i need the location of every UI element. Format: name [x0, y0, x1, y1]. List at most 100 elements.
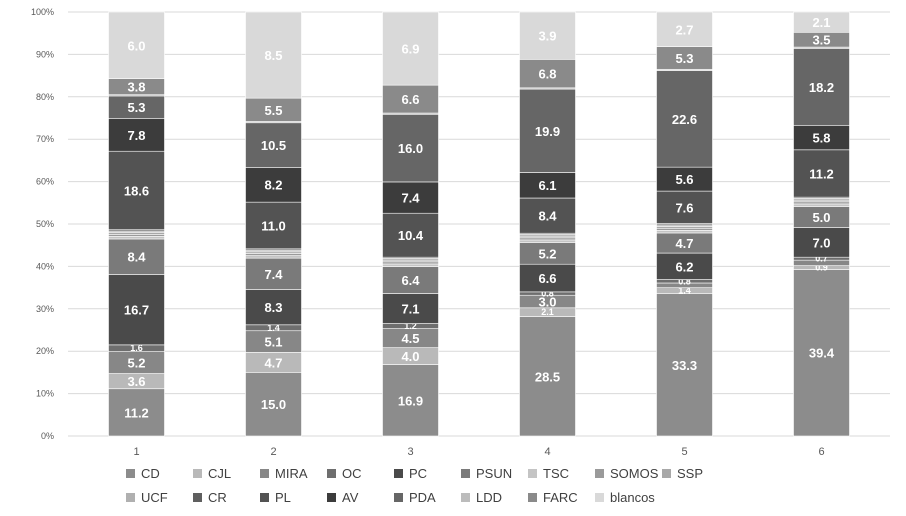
legend-label: AV — [342, 490, 359, 505]
bar-segment — [108, 274, 165, 346]
x-tick-label: 3 — [407, 446, 413, 458]
data-label: 8.4 — [538, 209, 557, 224]
y-tick-label: 40% — [36, 261, 54, 271]
legend-label: blancos — [610, 490, 655, 505]
y-tick-label: 30% — [36, 304, 54, 314]
bar-segment — [108, 234, 165, 237]
x-tick-label: 2 — [270, 446, 276, 458]
y-tick-label: 10% — [36, 389, 54, 399]
y-tick-label: 90% — [36, 49, 54, 59]
bar-segment — [656, 252, 713, 280]
x-tick-label: 4 — [544, 446, 550, 458]
data-label: 5.2 — [538, 246, 556, 261]
data-label: 4.7 — [264, 355, 282, 370]
legend-label: PDA — [409, 490, 436, 505]
legend-swatch — [193, 469, 202, 478]
data-label: 1.6 — [130, 343, 143, 353]
data-label: 4.0 — [401, 349, 419, 364]
bar-segment — [245, 11, 302, 99]
bar-segment — [519, 59, 576, 89]
data-label: 10.4 — [398, 228, 424, 243]
data-label: 6.9 — [401, 42, 419, 57]
data-label: 6.1 — [538, 178, 556, 193]
data-label: 16.9 — [398, 393, 423, 408]
bar-segment — [519, 239, 576, 243]
bar-segment — [108, 236, 165, 240]
data-label: 7.8 — [127, 128, 145, 143]
legend-label: PL — [275, 490, 291, 505]
bar-segment — [656, 227, 713, 231]
bar-segment — [656, 293, 713, 437]
data-label: 0.9 — [815, 263, 828, 273]
bar-segment — [793, 227, 850, 258]
bar-segment — [656, 230, 713, 234]
data-label: 6.4 — [401, 273, 420, 288]
data-label: 7.0 — [812, 235, 830, 250]
bar-segment — [519, 11, 576, 60]
data-label: 7.6 — [675, 200, 693, 215]
legend-label: SOMOS — [610, 466, 659, 481]
bar-segment — [793, 269, 850, 437]
legend-swatch — [394, 493, 403, 502]
data-label: 2.1 — [812, 15, 830, 30]
data-label: 3.9 — [538, 29, 556, 44]
x-tick-label: 5 — [681, 446, 687, 458]
legend-swatch — [595, 469, 604, 478]
bar-segment — [382, 293, 439, 324]
legend-swatch — [662, 469, 671, 478]
data-label: 0.8 — [541, 289, 554, 299]
data-label: 4.7 — [675, 236, 693, 251]
bar-segment — [108, 150, 165, 230]
bar-segment — [245, 289, 302, 326]
data-label: 7.4 — [401, 191, 420, 206]
data-label: 0.7 — [815, 254, 828, 264]
data-label: 5.8 — [812, 131, 830, 146]
legend-label: CD — [141, 466, 160, 481]
data-label: 6.6 — [538, 271, 556, 286]
legend-label: MIRA — [275, 466, 308, 481]
data-label: 1.4 — [678, 286, 691, 296]
data-label: 11.0 — [261, 218, 286, 233]
bar-segment — [245, 255, 302, 259]
bar-segment — [793, 11, 850, 33]
legend-swatch — [528, 493, 537, 502]
data-label: 39.4 — [809, 346, 835, 361]
data-label: 7.4 — [264, 267, 283, 282]
legend-swatch — [528, 469, 537, 478]
data-label: 18.6 — [124, 183, 149, 198]
bar-segment — [382, 114, 439, 183]
data-label: 33.3 — [672, 358, 697, 373]
data-label: 5.6 — [675, 172, 693, 187]
bar-segment — [108, 388, 165, 437]
bar-segment — [382, 11, 439, 86]
bar-segment — [519, 197, 576, 234]
data-label: 6.2 — [675, 259, 693, 274]
bar-segment — [108, 238, 165, 275]
bar-segment — [245, 372, 302, 437]
bar-segment — [245, 257, 302, 290]
data-label: 4.5 — [401, 331, 419, 346]
legend-swatch — [193, 493, 202, 502]
bar-segment — [793, 48, 850, 126]
legend-swatch — [126, 493, 135, 502]
bar-segment — [656, 70, 713, 168]
bar-segment — [382, 181, 439, 214]
bar-segment — [245, 253, 302, 256]
legend-swatch — [595, 493, 604, 502]
legend-swatch — [260, 469, 269, 478]
x-tick-label: 1 — [133, 446, 139, 458]
y-tick-label: 60% — [36, 177, 54, 187]
data-label: 3.0 — [538, 295, 556, 310]
data-label: 5.3 — [127, 100, 145, 115]
bar-segment — [382, 261, 439, 265]
data-label: 6.8 — [538, 67, 556, 82]
legend-swatch — [126, 469, 135, 478]
data-label: 11.2 — [124, 405, 149, 420]
data-label: 22.6 — [672, 112, 697, 127]
bar-segment — [382, 263, 439, 267]
legend-label: TSC — [543, 466, 569, 481]
bar-segment — [519, 237, 576, 241]
data-label: 5.3 — [675, 51, 693, 66]
data-label: 8.3 — [264, 300, 282, 315]
